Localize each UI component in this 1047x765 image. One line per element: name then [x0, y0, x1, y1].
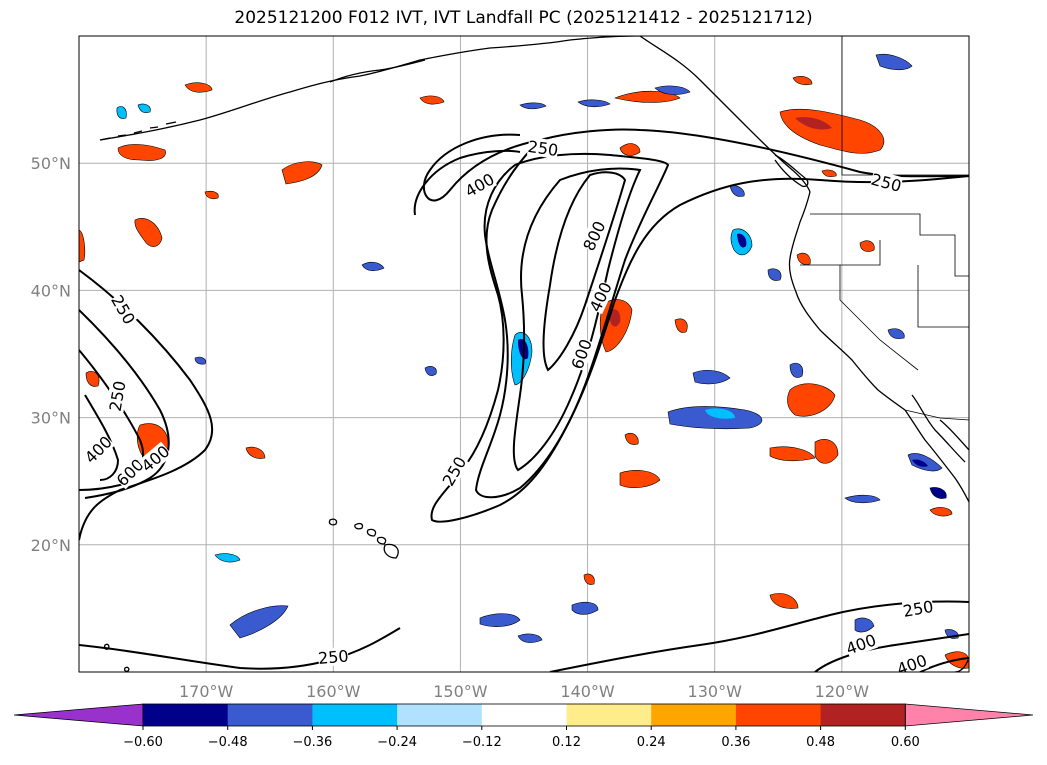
colorbar-tick-label: 0.36 — [721, 735, 750, 750]
lon-tick-label: 160°W — [306, 682, 361, 701]
lon-tick-label: 130°W — [688, 682, 743, 701]
colorbar-segment — [566, 704, 652, 726]
ivt-contours — [79, 128, 969, 672]
contour-label-bg — [585, 279, 615, 315]
colorbar-segment — [651, 704, 737, 726]
contour-labels: 2504008004006002502502502504006004002504… — [81, 136, 935, 672]
contour-label: 250 — [527, 137, 560, 160]
lat-tick-label: 30°N — [31, 409, 71, 428]
map-frame — [78, 35, 970, 673]
contour-label-bg — [901, 596, 935, 620]
colorbar-tick-label: 0.48 — [806, 735, 835, 750]
contour-label: 250 — [317, 646, 349, 668]
colorbar-tick-label: 0.12 — [552, 735, 581, 750]
colorbar-tick-label: −0.36 — [292, 735, 332, 750]
colorbar-tick-label: −0.24 — [377, 735, 417, 750]
colorbar-segment — [397, 704, 483, 726]
colorbar-extend-low — [13, 703, 144, 727]
contour-label-bg — [81, 432, 116, 467]
ivt-anomaly-fields — [79, 53, 969, 669]
contour-label-bg — [579, 218, 609, 254]
colorbar: −0.60 −0.48 −0.36 −0.24 −0.12 0.12 0.24 0.36 0.4… — [13, 703, 1034, 750]
ivt-contour-400 — [474, 152, 670, 499]
lat-tick-label: 20°N — [31, 536, 71, 555]
contour-label-bg — [567, 336, 595, 372]
ivt-contour-600 — [512, 167, 642, 472]
colorbar-extend-high — [904, 703, 1034, 727]
contour-label-bg — [112, 455, 147, 490]
contour-label-bg — [526, 136, 560, 159]
colorbar-tick-label: −0.12 — [462, 735, 502, 750]
coastlines — [99, 36, 969, 672]
map-title: 2025121200 F012 IVT, IVT Landfall PC (20… — [234, 8, 813, 28]
negative-anomaly-patches — [116, 53, 959, 643]
colorbar-tick-label: 0.24 — [637, 735, 666, 750]
lon-tick-label: 150°W — [433, 682, 488, 701]
contour-label-bg — [317, 646, 350, 668]
colorbar-tick-label: 0.60 — [891, 735, 920, 750]
political-borders — [800, 36, 969, 421]
colorbar-tick-label: −0.48 — [208, 735, 248, 750]
lon-tick-label: 120°W — [815, 682, 870, 701]
contour-label-bg — [843, 630, 879, 658]
lon-tick-label: 140°W — [560, 682, 615, 701]
ivt-contour-250 — [422, 128, 969, 523]
colorbar-frame — [142, 703, 906, 727]
lat-tick-label: 50°N — [31, 154, 71, 173]
contour-label-bg — [894, 650, 929, 672]
contour-label-bg — [138, 441, 173, 475]
contour-label-bg — [462, 169, 497, 201]
contour-label-bg — [108, 291, 139, 327]
lat-tick-label: 40°N — [31, 281, 71, 300]
longitude-labels: 170°W 160°W 150°W 140°W 130°W 120°W — [179, 682, 869, 701]
contour-label-bg — [869, 169, 904, 195]
colorbar-segment — [227, 704, 313, 726]
colorbar-segment — [312, 704, 398, 726]
latitude-labels: 20°N 30°N 40°N 50°N — [31, 154, 71, 555]
lon-tick-label: 170°W — [179, 682, 234, 701]
colorbar-segment — [820, 704, 906, 726]
colorbar-tick-label: −0.60 — [123, 735, 163, 750]
colorbar-segment — [735, 704, 822, 726]
contour-label-bg — [105, 379, 129, 413]
ivt-contour-800 — [542, 171, 627, 372]
contour-label-bg — [438, 453, 470, 489]
colorbar-segment — [481, 704, 567, 726]
colorbar-segment — [143, 704, 229, 726]
